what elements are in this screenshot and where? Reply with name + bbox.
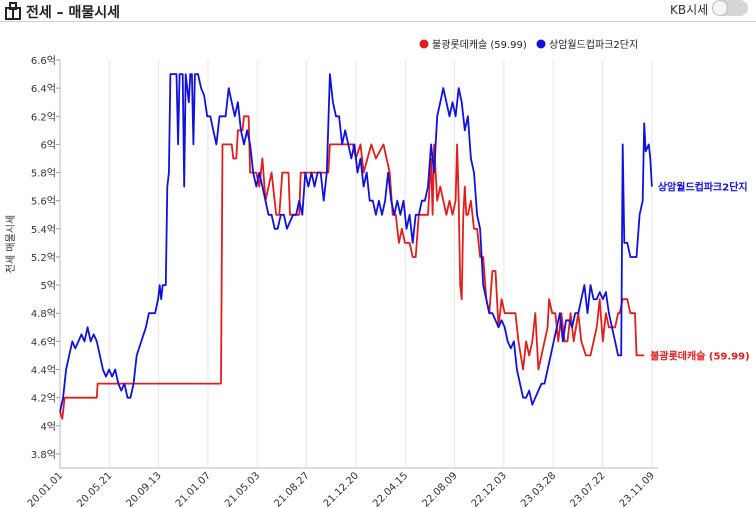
y-tick-label: 4.4억 xyxy=(31,365,56,377)
legend-marker xyxy=(536,39,546,49)
y-tick-label: 4.6억 xyxy=(31,336,56,348)
y-tick-label: 6억 xyxy=(40,139,56,151)
x-tick-label: 20.09.13 xyxy=(124,470,163,508)
header-bar: 전세 – 매물시세 KB시세 xyxy=(0,0,756,22)
x-tick-label: 20.01.01 xyxy=(26,470,65,508)
series-end-label: 상암월드컵파크2단지 xyxy=(658,181,748,194)
x-tick-label: 21.05.03 xyxy=(223,470,262,508)
y-tick-label: 4억 xyxy=(40,421,56,433)
x-tick-label: 20.05.21 xyxy=(75,470,114,508)
y-tick-label: 6.4억 xyxy=(31,83,56,95)
y-tick-label: 3.8억 xyxy=(31,449,56,461)
kb-toggle-switch[interactable] xyxy=(712,0,748,16)
y-tick-label: 5.2억 xyxy=(31,252,56,264)
x-tick-label: 22.08.09 xyxy=(420,470,459,508)
legend-label: 상암월드컵파크2단지 xyxy=(549,38,638,51)
x-tick-label: 21.12.20 xyxy=(322,470,361,508)
building-icon xyxy=(5,2,21,20)
series-line-bulgwang xyxy=(59,115,645,420)
series-line-sangam xyxy=(59,73,653,412)
y-tick-label: 4.8억 xyxy=(31,308,56,320)
x-tick-label: 21.01.07 xyxy=(174,470,213,508)
y-tick-label: 6.6억 xyxy=(31,55,56,67)
x-tick-label: 22.12.03 xyxy=(470,470,509,508)
y-tick-label: 6.2억 xyxy=(31,111,56,123)
x-tick-label: 22.04.15 xyxy=(371,470,410,508)
y-tick-label: 5.6억 xyxy=(31,196,56,208)
y-tick-label: 5.8억 xyxy=(31,168,56,180)
series-end-label: 불광롯데캐슬 (59.99) xyxy=(650,349,749,362)
y-tick-label: 4.2억 xyxy=(31,393,56,405)
y-tick-label: 5억 xyxy=(40,280,56,292)
legend-marker xyxy=(419,39,429,49)
y-axis-title: 전세 매물시세 xyxy=(5,215,17,273)
kb-toggle-label: KB시세 xyxy=(670,3,709,17)
x-tick-label: 23.11.09 xyxy=(618,470,657,508)
price-line-chart: 20.01.01 20.05.21 20.09.13 21.01.07 21.05.03… xyxy=(5,38,750,508)
x-tick-label: 23.07.22 xyxy=(568,470,607,508)
page-title: 전세 – 매물시세 xyxy=(26,5,121,21)
x-tick-label: 23.03.28 xyxy=(519,470,558,508)
header-divider xyxy=(0,21,756,22)
legend-label: 불광롯데캐슬 (59.99) xyxy=(432,39,527,51)
y-tick-label: 5.4억 xyxy=(31,224,56,236)
x-tick-label: 21.08.27 xyxy=(272,470,311,508)
toggle-knob xyxy=(713,1,727,15)
